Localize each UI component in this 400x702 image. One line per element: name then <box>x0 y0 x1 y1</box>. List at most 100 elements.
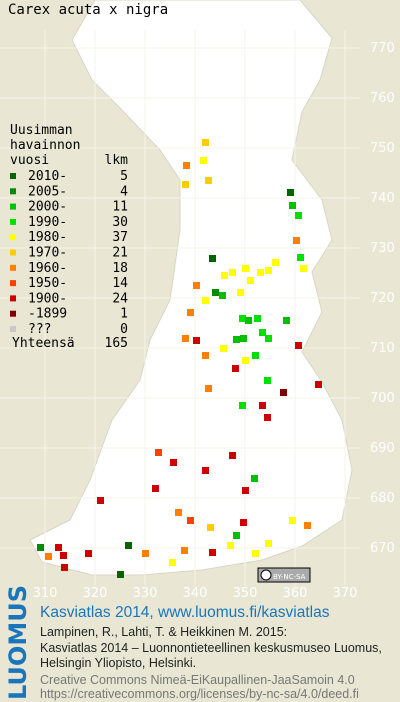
y-grid-label: 680 <box>370 491 395 506</box>
observation-square <box>220 345 227 352</box>
y-grid-label: 760 <box>370 91 395 106</box>
y-grid-label: 710 <box>370 341 395 356</box>
observation-square <box>60 552 67 559</box>
observation-square <box>212 289 219 296</box>
observation-square <box>202 467 209 474</box>
legend-header: vuosi <box>10 153 49 168</box>
observation-square <box>242 487 249 494</box>
legend-swatch <box>10 326 16 332</box>
legend-count: 30 <box>112 215 128 230</box>
x-grid-label: 340 <box>183 586 208 601</box>
legend-count: 18 <box>112 261 128 276</box>
y-grid-label: 700 <box>370 391 395 406</box>
observation-square <box>125 542 132 549</box>
y-grid-label: 720 <box>370 291 395 306</box>
observation-square <box>229 269 236 276</box>
observation-square <box>142 550 149 557</box>
observation-square <box>200 157 207 164</box>
observation-square <box>181 547 188 554</box>
x-grid-label: 350 <box>233 586 258 601</box>
observation-square <box>251 475 258 482</box>
observation-square <box>205 177 212 184</box>
observation-square <box>233 532 240 539</box>
observations <box>37 139 322 578</box>
x-grid-label: 330 <box>133 586 158 601</box>
finland-map <box>29 0 353 576</box>
observation-square <box>264 414 271 421</box>
observation-square <box>239 315 246 322</box>
legend-swatch <box>10 203 16 210</box>
license-badge: BY-NC-SA <box>257 567 311 583</box>
observation-square <box>297 254 304 261</box>
grid: 770 760 750 740 730 720 710 700 690 680 670 310 320 3… <box>0 30 395 601</box>
citation: Kasviatlas 2014 – Luonnontieteellinen ke… <box>40 641 382 655</box>
legend-swatch <box>10 234 16 241</box>
legend-swatch <box>10 249 16 256</box>
legend-count: 14 <box>112 276 128 291</box>
observation-square <box>315 381 322 388</box>
legend-count: 4 <box>120 184 128 199</box>
badge-box <box>257 567 311 583</box>
observation-square <box>259 329 266 336</box>
observation-square <box>272 259 279 266</box>
observation-square <box>293 237 300 244</box>
observation-square <box>247 277 254 284</box>
observation-square <box>97 497 104 504</box>
legend-label: 2000- <box>28 200 67 215</box>
observation-square <box>37 544 44 551</box>
x-grid-label: 320 <box>83 586 108 601</box>
x-grid-label: 360 <box>283 586 308 601</box>
observation-square <box>170 459 177 466</box>
legend-count: 1 <box>120 307 128 322</box>
observation-square <box>202 352 209 359</box>
legend-swatch <box>10 310 16 317</box>
observation-square <box>187 309 194 316</box>
legend-label: 1960- <box>28 261 67 276</box>
observation-square <box>187 517 194 524</box>
cc-icon <box>260 569 272 581</box>
observation-square <box>205 385 212 392</box>
map-title: Carex acuta x nigra <box>8 2 168 18</box>
observation-square <box>229 452 236 459</box>
observation-square <box>295 342 302 349</box>
observation-square <box>289 517 296 524</box>
observation-square <box>232 365 239 372</box>
legend-label: 1980- <box>28 230 67 245</box>
legend-swatch <box>10 280 16 287</box>
observation-square <box>259 402 266 409</box>
y-grid-label: 750 <box>370 141 395 156</box>
logo: LUOMUS <box>4 585 32 700</box>
y-grid-label: 690 <box>370 441 395 456</box>
observation-square <box>55 544 62 551</box>
legend-total: 165 <box>105 336 128 351</box>
legend-count: 11 <box>112 200 128 215</box>
observation-square <box>239 402 246 409</box>
legend-swatch <box>10 188 16 195</box>
observation-square <box>254 315 261 322</box>
observation-square <box>233 336 240 343</box>
observation-square <box>252 352 259 359</box>
observation-square <box>219 292 226 299</box>
observation-square <box>240 335 247 342</box>
observation-square <box>169 559 176 566</box>
observation-square <box>283 317 290 324</box>
observation-square <box>61 564 68 571</box>
y-grid-label: 730 <box>370 241 395 256</box>
observation-square <box>289 202 296 209</box>
legend-count: 5 <box>120 169 128 184</box>
legend-label: 1950- <box>28 276 67 291</box>
legend-count: 24 <box>112 291 128 306</box>
headline: Kasviatlas 2014, www.luomus.fi/kasviatla… <box>40 604 330 621</box>
observation-square <box>237 289 244 296</box>
legend-swatch <box>10 218 16 225</box>
legend-count: 21 <box>112 246 128 261</box>
observation-square <box>245 317 252 324</box>
observation-square <box>265 540 272 547</box>
legend-label: 2010- <box>28 169 67 184</box>
y-grid-label: 670 <box>370 541 395 556</box>
observation-square <box>175 509 182 516</box>
observation-square <box>152 485 159 492</box>
legend-label: ??? <box>28 322 51 337</box>
legend-swatch <box>10 264 16 271</box>
